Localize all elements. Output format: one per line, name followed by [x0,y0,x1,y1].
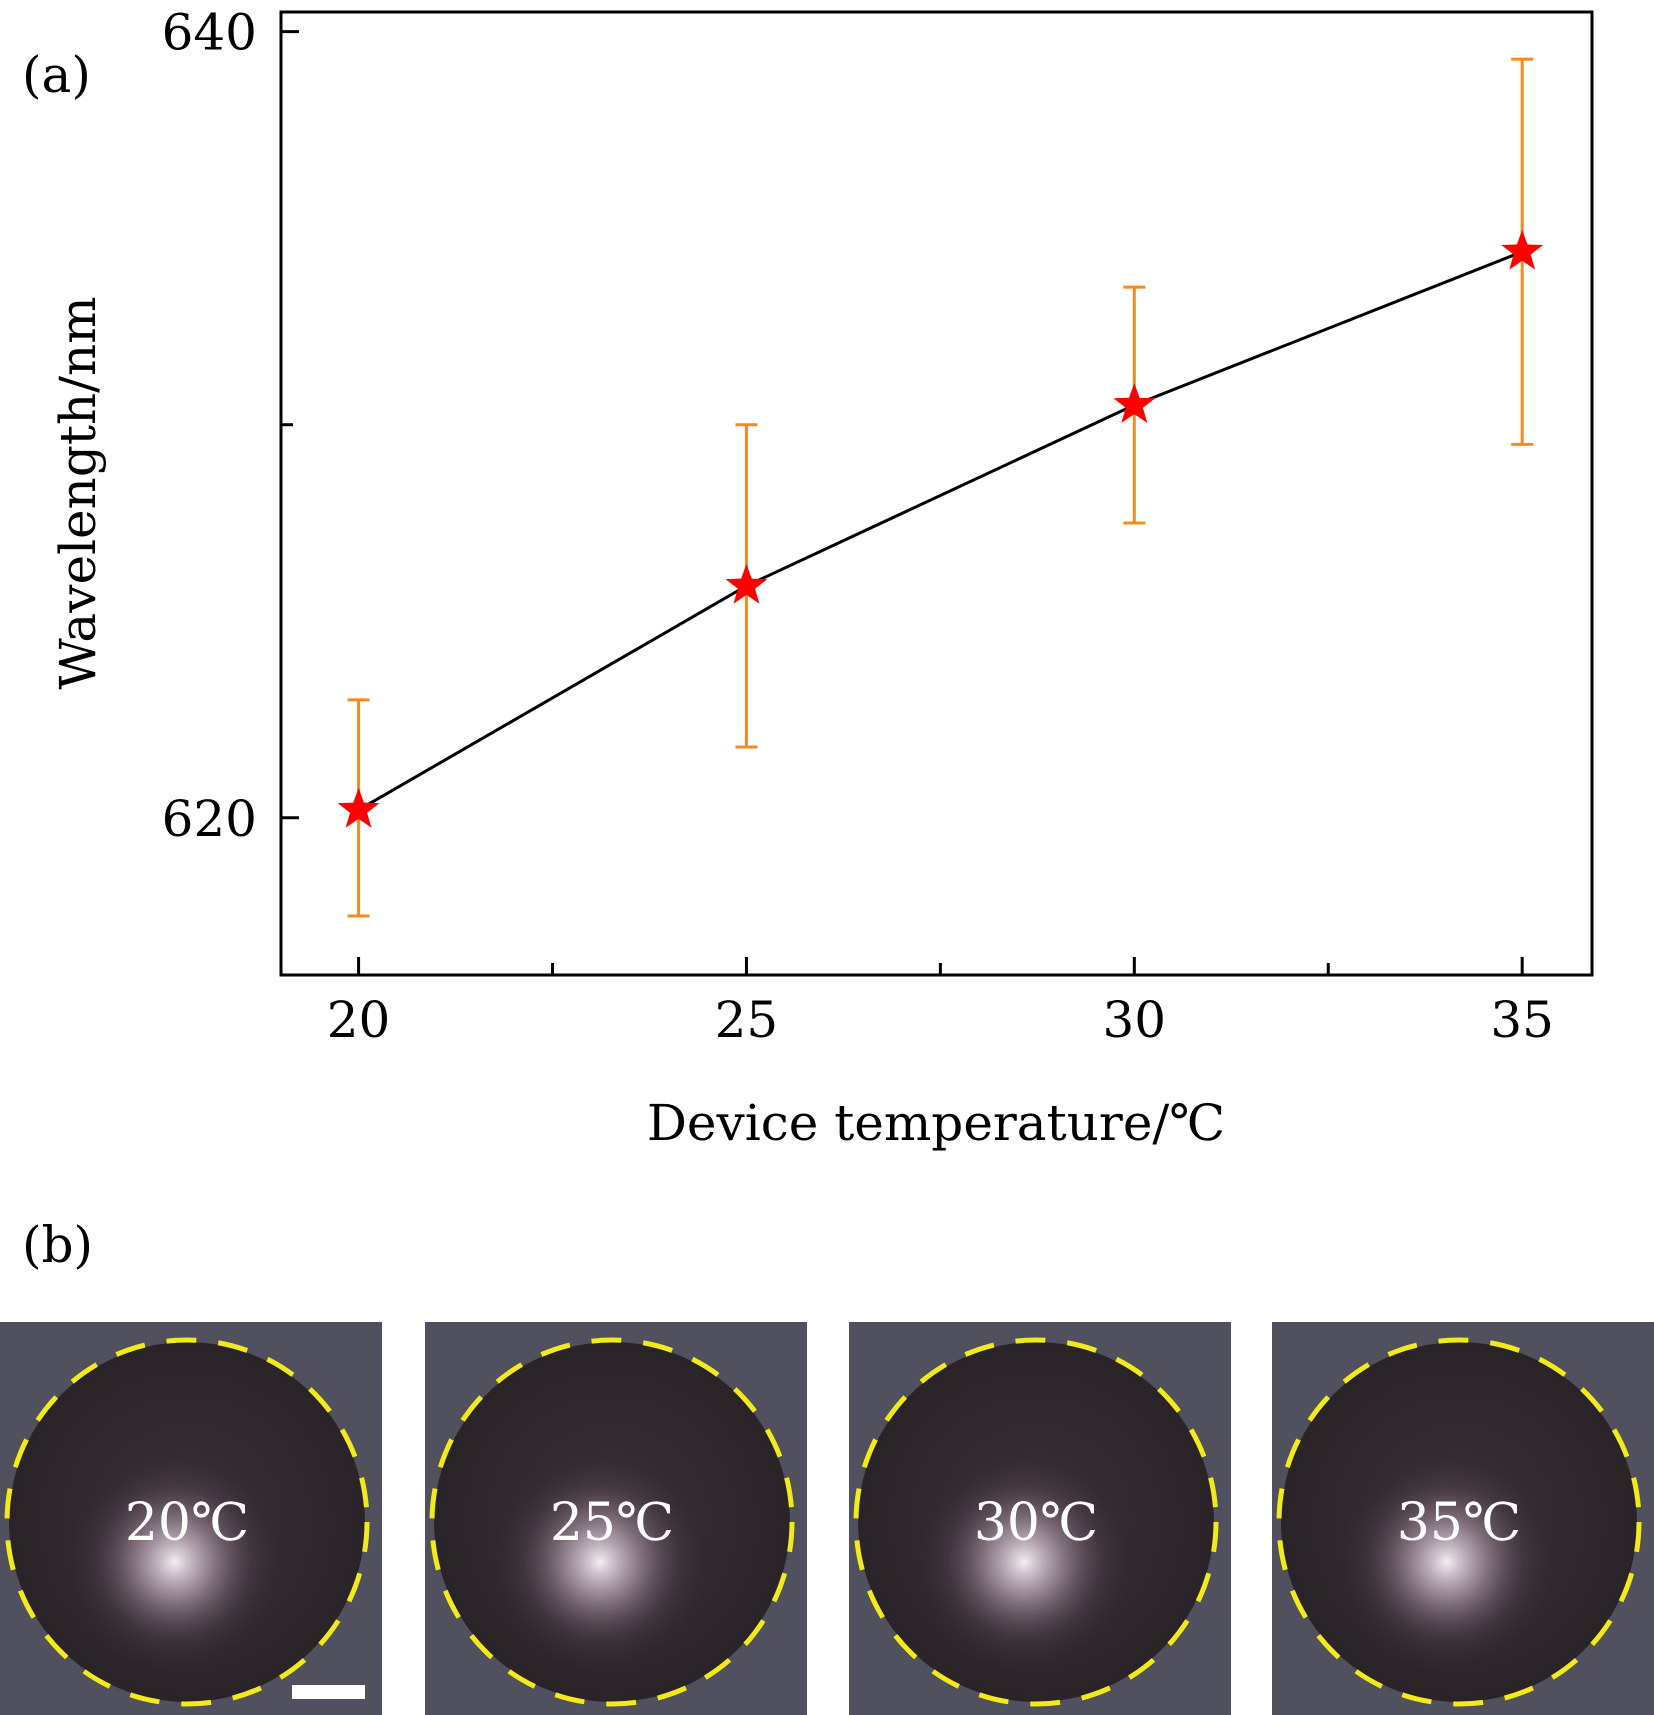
panel-b-label: (b) [22,1216,93,1274]
scale-bar [292,1685,365,1699]
x-tick-label: 25 [715,991,779,1049]
light-spot [914,1452,1134,1672]
photo-0: 20℃ [0,1322,382,1715]
photo-2: 30℃ [849,1322,1231,1715]
x-tick-label: 30 [1103,991,1167,1049]
photo-temperature-label: 25℃ [550,1493,674,1553]
x-tick-label: 20 [327,991,391,1049]
photo-panel: 20℃ 25℃ 30℃ 35℃ [0,1322,1654,1715]
dashed-circle [853,1337,1219,1707]
light-spot [65,1452,285,1672]
light-spot [1337,1452,1557,1672]
dashed-circle [4,1337,370,1707]
panel-a-label: (a) [22,46,91,104]
wavelength-chart: 20 25 30 35 620 640 Device temperature/℃ Wav… [49,4,1594,1152]
dashed-circle [1276,1337,1642,1707]
star-marker [1501,229,1544,270]
error-bars [347,57,1534,918]
photo-3: 35℃ [1272,1322,1654,1715]
photo-temperature-label: 30℃ [974,1493,1098,1553]
y-axis: 620 640 [162,4,299,848]
light-spot [490,1452,710,1672]
photo-temperature-label: 35℃ [1397,1493,1521,1553]
photo-temperature-label: 20℃ [125,1493,249,1553]
star-marker [1113,383,1156,423]
x-axis-title: Device temperature/℃ [647,1094,1225,1152]
y-axis-title: Wavelength/nm [49,296,107,689]
star-marker [725,563,768,604]
dashed-circle [429,1337,795,1707]
photo-1: 25℃ [425,1322,807,1715]
x-axis: 20 25 30 35 [327,957,1554,1049]
series-line [357,250,1523,812]
data-markers [337,229,1544,828]
x-tick-label: 35 [1490,991,1554,1049]
star-marker [337,787,380,828]
y-tick-label: 620 [162,790,257,848]
y-tick-label: 640 [162,4,257,62]
plot-frame [279,10,1594,977]
